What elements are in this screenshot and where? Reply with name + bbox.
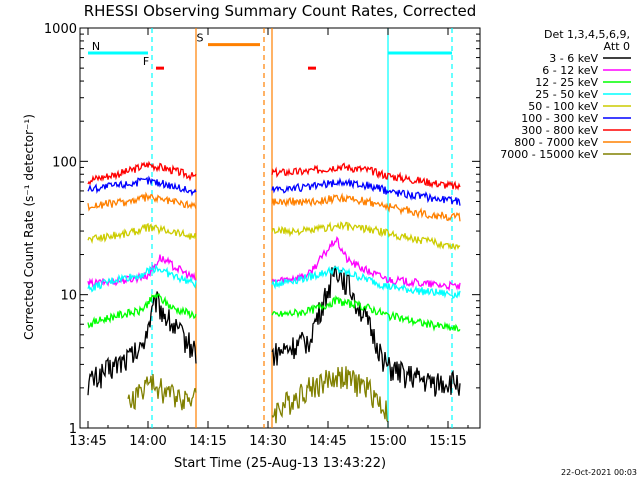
y-tick-label: 10 [60, 289, 77, 304]
annotation-label: F [143, 55, 149, 68]
legend-label: 7000 - 15000 keV [500, 148, 598, 161]
series-line [271, 192, 461, 222]
series-line [271, 366, 389, 424]
x-tick-label: 15:00 [369, 434, 406, 449]
y-axis-label: Corrected Count Rate (s⁻¹ detector⁻¹) [22, 114, 36, 340]
legend-header: Att 0 [604, 40, 630, 53]
series-line [271, 265, 461, 299]
legend-label: 3 - 6 keV [549, 52, 598, 65]
series-line [87, 175, 197, 197]
footer-timestamp: 22-Oct-2021 00:03 [561, 468, 637, 477]
x-tick-label: 14:30 [249, 434, 286, 449]
plot-frame [79, 27, 481, 429]
series-lines [87, 160, 461, 424]
series-line [87, 293, 197, 329]
legend-header: Det 1,3,4,5,6,9, [544, 28, 630, 41]
x-tick-label: 14:00 [129, 434, 166, 449]
series-line [271, 265, 461, 397]
x-tick-label: 14:15 [189, 434, 226, 449]
legend-label: 6 - 12 keV [542, 64, 598, 77]
annotation-label: N [92, 40, 100, 53]
axes: 13:45 14:00 14:15 14:30 14:45 15:00 15:15 1 10 10… [44, 22, 480, 449]
plot-border [79, 27, 481, 429]
legend-label: 300 - 800 keV [521, 124, 598, 137]
legend-label: 100 - 300 keV [521, 112, 598, 125]
x-axis-label: Start Time (25-Aug-13 13:43:22) [174, 456, 386, 471]
legend-label: 25 - 50 keV [535, 88, 598, 101]
y-tick-label: 1 [69, 422, 77, 437]
series-line [127, 373, 197, 411]
legend-label: 50 - 100 keV [528, 100, 598, 113]
annotation-label: S [197, 32, 204, 45]
series-line [87, 160, 197, 186]
x-tick-label: 15:15 [429, 434, 466, 449]
legend-label: 12 - 25 keV [535, 76, 598, 89]
series-line [271, 236, 461, 292]
series-line [87, 222, 197, 244]
series-line [271, 177, 461, 206]
series-line [271, 294, 461, 332]
series-line [271, 162, 461, 191]
chart-title: RHESSI Observing Summary Count Rates, Co… [84, 2, 477, 20]
event-markers [151, 28, 453, 428]
y-tick-label: 100 [52, 155, 77, 170]
series-line [87, 291, 197, 396]
series-line [87, 263, 197, 293]
legend-label: 800 - 7000 keV [514, 136, 598, 149]
x-tick-label: 13:45 [69, 434, 106, 449]
y-tick-label: 1000 [44, 22, 77, 37]
series-line [271, 221, 461, 251]
x-tick-label: 14:45 [309, 434, 346, 449]
series-line [87, 191, 197, 212]
annotation-bars: N S F [88, 32, 452, 70]
